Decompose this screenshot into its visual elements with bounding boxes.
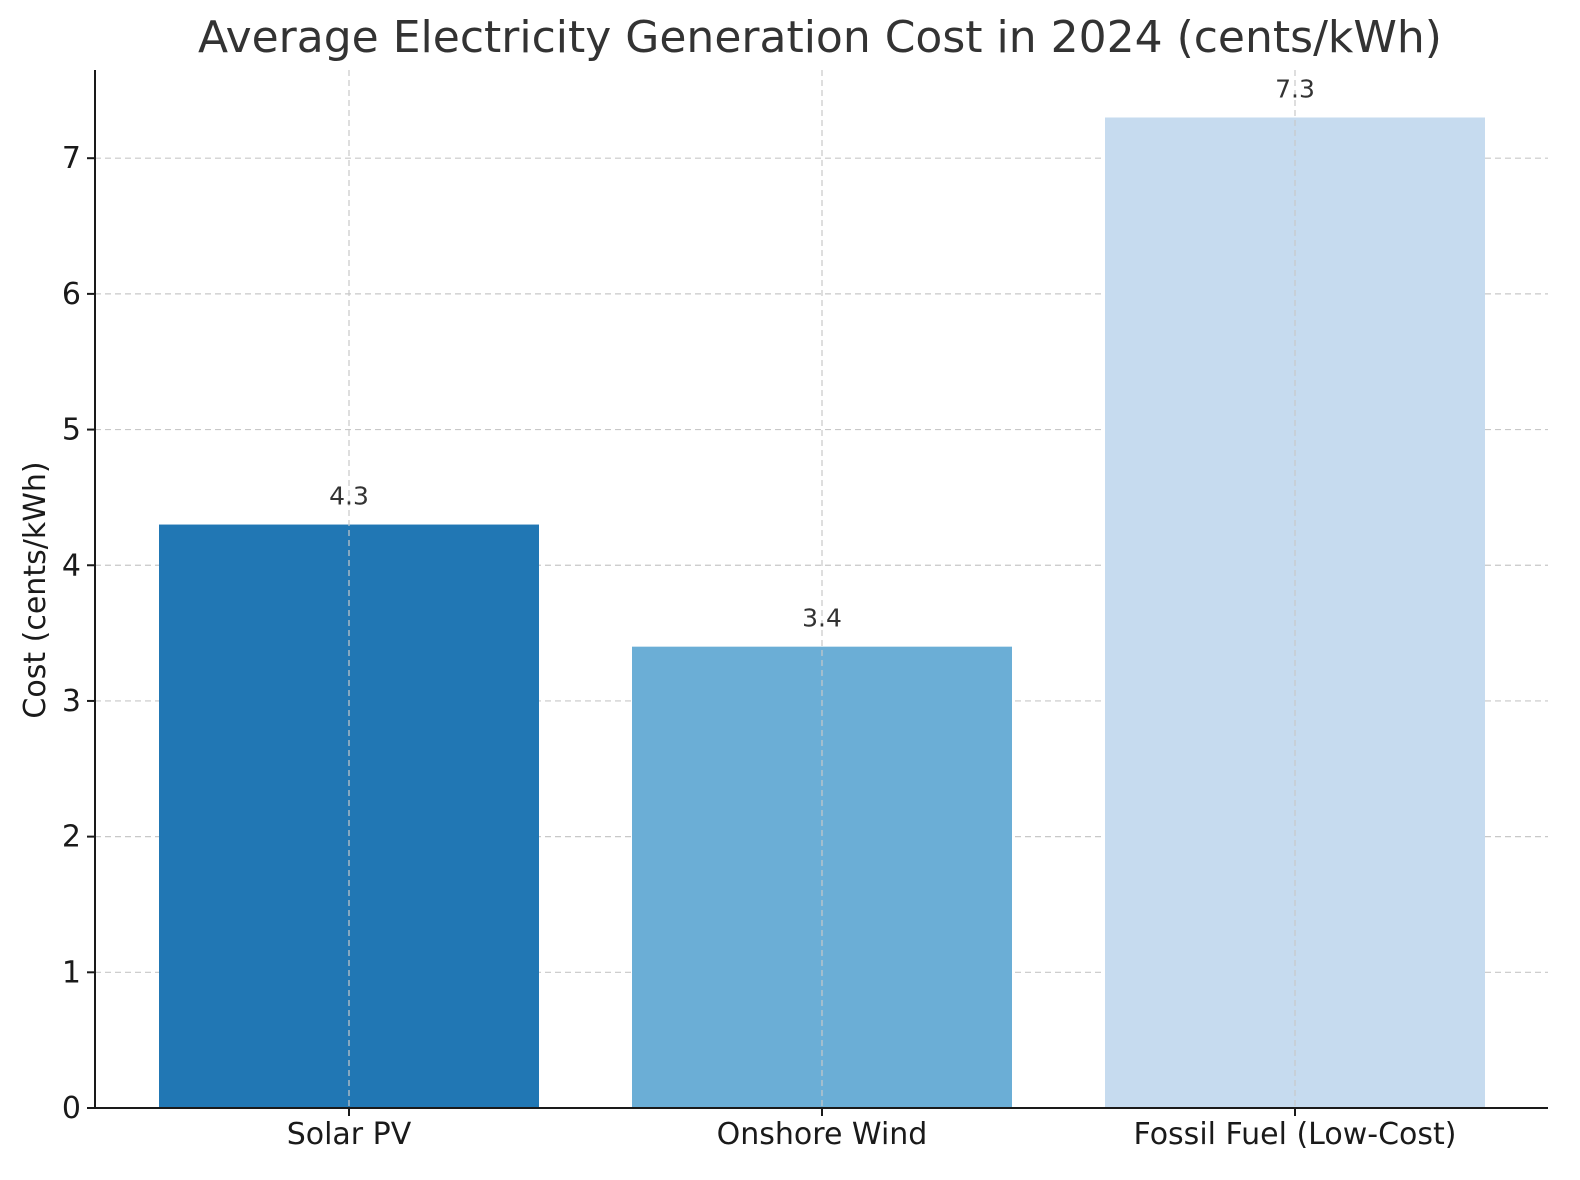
data-label-layer: 4.3 3.4 7.3 — [329, 74, 1315, 632]
y-tick-label: 5 — [62, 413, 81, 448]
data-label: 3.4 — [802, 604, 842, 633]
vertical-grid-layer — [348, 70, 1296, 1108]
y-tick-label: 2 — [62, 820, 81, 855]
data-label: 7.3 — [1275, 74, 1315, 103]
y-tick-label: 1 — [62, 955, 81, 990]
x-tick-label: Fossil Fuel (Low-Cost) — [1134, 1117, 1457, 1152]
y-tick-label: 3 — [62, 684, 81, 719]
y-tick-label: 4 — [62, 548, 81, 583]
y-tick-label: 6 — [62, 277, 81, 312]
x-tick-label: Onshore Wind — [717, 1117, 928, 1152]
y-tick-label: 0 — [62, 1091, 81, 1126]
x-tick-label: Solar PV — [287, 1117, 412, 1152]
chart-title: Average Electricity Generation Cost in 2… — [198, 12, 1442, 63]
data-label: 4.3 — [329, 482, 369, 511]
y-tick-label: 7 — [62, 141, 81, 176]
y-axis-label: Cost (cents/kWh) — [18, 461, 53, 718]
tick-layer: 0 1 2 3 4 5 6 7 Solar PV Onshore Wind Fossil Fuel … — [62, 141, 1457, 1152]
